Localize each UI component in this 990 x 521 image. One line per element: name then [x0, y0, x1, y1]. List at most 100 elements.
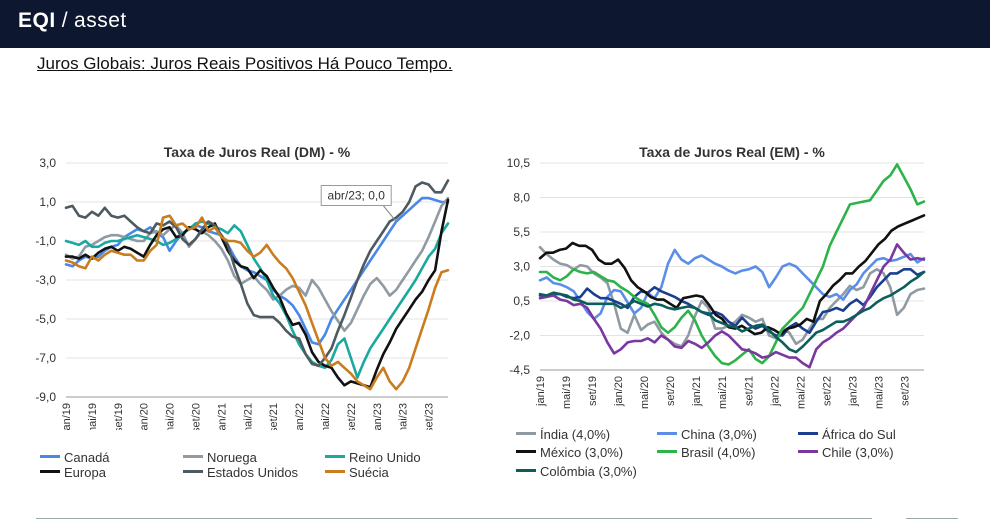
chart-em-xtick-label: mai/19 [561, 376, 573, 409]
chart-em-xtick-label: set/19 [587, 376, 599, 406]
chart-dm-legend-label: Europa [64, 465, 106, 480]
chart-em-legend-item[interactable]: China (3,0%) [657, 427, 757, 442]
chart-dm-xtick-label: set/23 [424, 403, 436, 430]
chart-dm-xtick-label: set/20 [190, 403, 202, 430]
chart-dm-legend-swatch [40, 470, 60, 474]
chart-dm-svg: Taxa de Juros Real (DM) - % 3,0 1,0 -1,0 -3,… [35, 144, 450, 436]
chart-em-legend-swatch [516, 469, 536, 473]
chart-dm-legend-swatch [183, 470, 203, 474]
chart-dm-legend-item[interactable]: Canadá [40, 450, 110, 465]
chart-dm-xtick-label: jan/21 [216, 403, 228, 430]
footer-divider-right [906, 518, 958, 519]
chart-em-legend-swatch [657, 450, 677, 454]
chart-em-ytick-label: 10,5 [507, 156, 531, 170]
chart-dm-legend-swatch [40, 455, 60, 459]
chart-em-series-line-2 [538, 268, 926, 337]
brand-logo-mark: EQI [18, 9, 56, 32]
chart-dm-xtick-label: set/19 [113, 403, 125, 430]
chart-em-svg: Taxa de Juros Real (EM) - % 10,5 8,0 5,5 3,0… [507, 144, 926, 409]
chart-em-legend-label: Índia (4,0%) [540, 427, 611, 442]
chart-em-xtick-label: mai/21 [717, 376, 729, 409]
chart-dm-legend-label: Reino Unido [349, 450, 421, 465]
chart-em-xtick-label: set/20 [665, 376, 677, 406]
chart-em-legend-label: Chile (3,0%) [822, 445, 894, 460]
chart-em-ytick-label: 0,5 [513, 294, 530, 308]
chart-dm-legend-label: Canadá [64, 450, 110, 465]
chart-dm-legend-item[interactable]: Europa [40, 465, 106, 480]
chart-dm-xtick-label: jan/20 [139, 403, 151, 430]
chart-em-ytick-label: -4,5 [509, 363, 530, 377]
chart-em-legend-swatch [516, 450, 536, 454]
chart-dm-series-line-4 [64, 179, 450, 368]
chart-em-legend-label: Brasil (4,0%) [681, 445, 756, 460]
chart-dm-xtick-label: jan/23 [372, 403, 384, 430]
chart-em-xtick-label: jan/22 [769, 376, 781, 407]
chart-em-legend-item[interactable]: Colômbia (3,0%) [516, 464, 637, 479]
chart-dm-ytick-label: 3,0 [39, 156, 56, 170]
chart-em-xtick-label: mai/22 [795, 376, 807, 409]
chart-em-xtick-label: jan/23 [847, 376, 859, 407]
chart-dm-annotation-box [320, 185, 392, 206]
chart-em-legend-label: África do Sul [822, 427, 896, 442]
footer-divider [36, 518, 872, 519]
chart-dm-legend-swatch [325, 470, 345, 474]
chart-dm: Taxa de Juros Real (DM) - % 3,0 1,0 -1,0 -3,… [28, 140, 463, 485]
chart-em-xtick-label: mai/23 [873, 376, 885, 409]
chart-em-legend-item[interactable]: África do Sul [798, 427, 896, 442]
chart-em-series-line-6 [538, 270, 926, 354]
chart-dm-xtick-label: set/22 [346, 403, 358, 430]
chart-em-legend-item[interactable]: Índia (4,0%) [516, 427, 610, 442]
chart-em-legend-swatch [798, 432, 818, 436]
chart-em-legend-item[interactable]: Brasil (4,0%) [657, 445, 755, 460]
chart-dm-series-line-2 [64, 220, 450, 379]
chart-em-series-line-5 [538, 243, 926, 369]
chart-dm-ytick-label: 1,0 [39, 195, 56, 209]
page-title: Juros Globais: Juros Reais Positivos Há … [37, 54, 453, 73]
chart-dm-xtick-label: mai/22 [320, 403, 332, 430]
chart-dm-legend-item[interactable]: Estados Unidos [183, 465, 298, 480]
chart-dm-xtick-label: jan/19 [61, 403, 73, 430]
chart-em-ytick-label: 3,0 [513, 260, 530, 274]
chart-em-legend-swatch [516, 432, 536, 436]
chart-dm-ytick-label: -5,0 [35, 312, 56, 326]
chart-em-xtick-label: jan/19 [535, 376, 547, 407]
chart-em-xtick-label: set/23 [899, 376, 911, 406]
top-bar: EQI / asset [0, 0, 990, 48]
brand-separator: / [61, 9, 69, 32]
chart-dm-legend-item[interactable]: Reino Unido [325, 450, 421, 465]
chart-em-title: Taxa de Juros Real (EM) - % [639, 144, 825, 160]
chart-dm-xtick-label: mai/20 [165, 403, 177, 430]
chart-em-xtick-label: jan/20 [613, 376, 625, 407]
chart-em-legend-item[interactable]: México (3,0%) [516, 445, 623, 460]
chart-dm-ytick-label: -3,0 [35, 273, 56, 287]
chart-dm-series-line-3 [64, 198, 450, 389]
chart-dm-legend-item[interactable]: Suécia [325, 465, 389, 480]
chart-em-xtick-label: set/22 [821, 376, 833, 406]
chart-dm-annotation-label: abr/23; 0,0 [328, 189, 386, 203]
chart-em-ytick-label: 5,5 [513, 225, 530, 239]
chart-dm-ytick-label: -9,0 [35, 390, 56, 404]
chart-dm-xtick-label: mai/21 [242, 403, 254, 430]
chart-dm-legend-label: Suécia [349, 465, 389, 480]
chart-dm-ytick-label: -1,0 [35, 234, 56, 248]
chart-dm-xtick-label: set/21 [268, 403, 280, 430]
chart-em-legend-item[interactable]: Chile (3,0%) [798, 445, 894, 460]
chart-em-legend-label: Colômbia (3,0%) [540, 464, 637, 479]
chart-dm-series-line-5 [64, 214, 450, 391]
chart-dm-xtick-label: mai/23 [398, 403, 410, 430]
chart-dm-legend-swatch [325, 455, 345, 459]
brand-logo[interactable]: EQI / asset [18, 9, 127, 33]
chart-em-ytick-label: 8,0 [513, 191, 530, 205]
chart-em-legend-swatch [798, 450, 818, 454]
chart-dm-xtick-label: jan/22 [294, 403, 306, 430]
chart-em: Taxa de Juros Real (EM) - % 10,5 8,0 5,5 3,0… [502, 140, 942, 485]
chart-em-legend-swatch [657, 432, 677, 436]
brand-product: asset [74, 9, 127, 32]
chart-em-xtick-label: mai/20 [639, 376, 651, 409]
chart-dm-legend-item[interactable]: Noruega [183, 450, 257, 465]
chart-em-series-line-3 [538, 214, 926, 336]
chart-em-series-line-1 [538, 248, 926, 321]
chart-em-legend-label: México (3,0%) [540, 445, 624, 460]
chart-dm-xtick-label: mai/19 [87, 403, 99, 430]
chart-em-xtick-label: set/21 [743, 376, 755, 406]
